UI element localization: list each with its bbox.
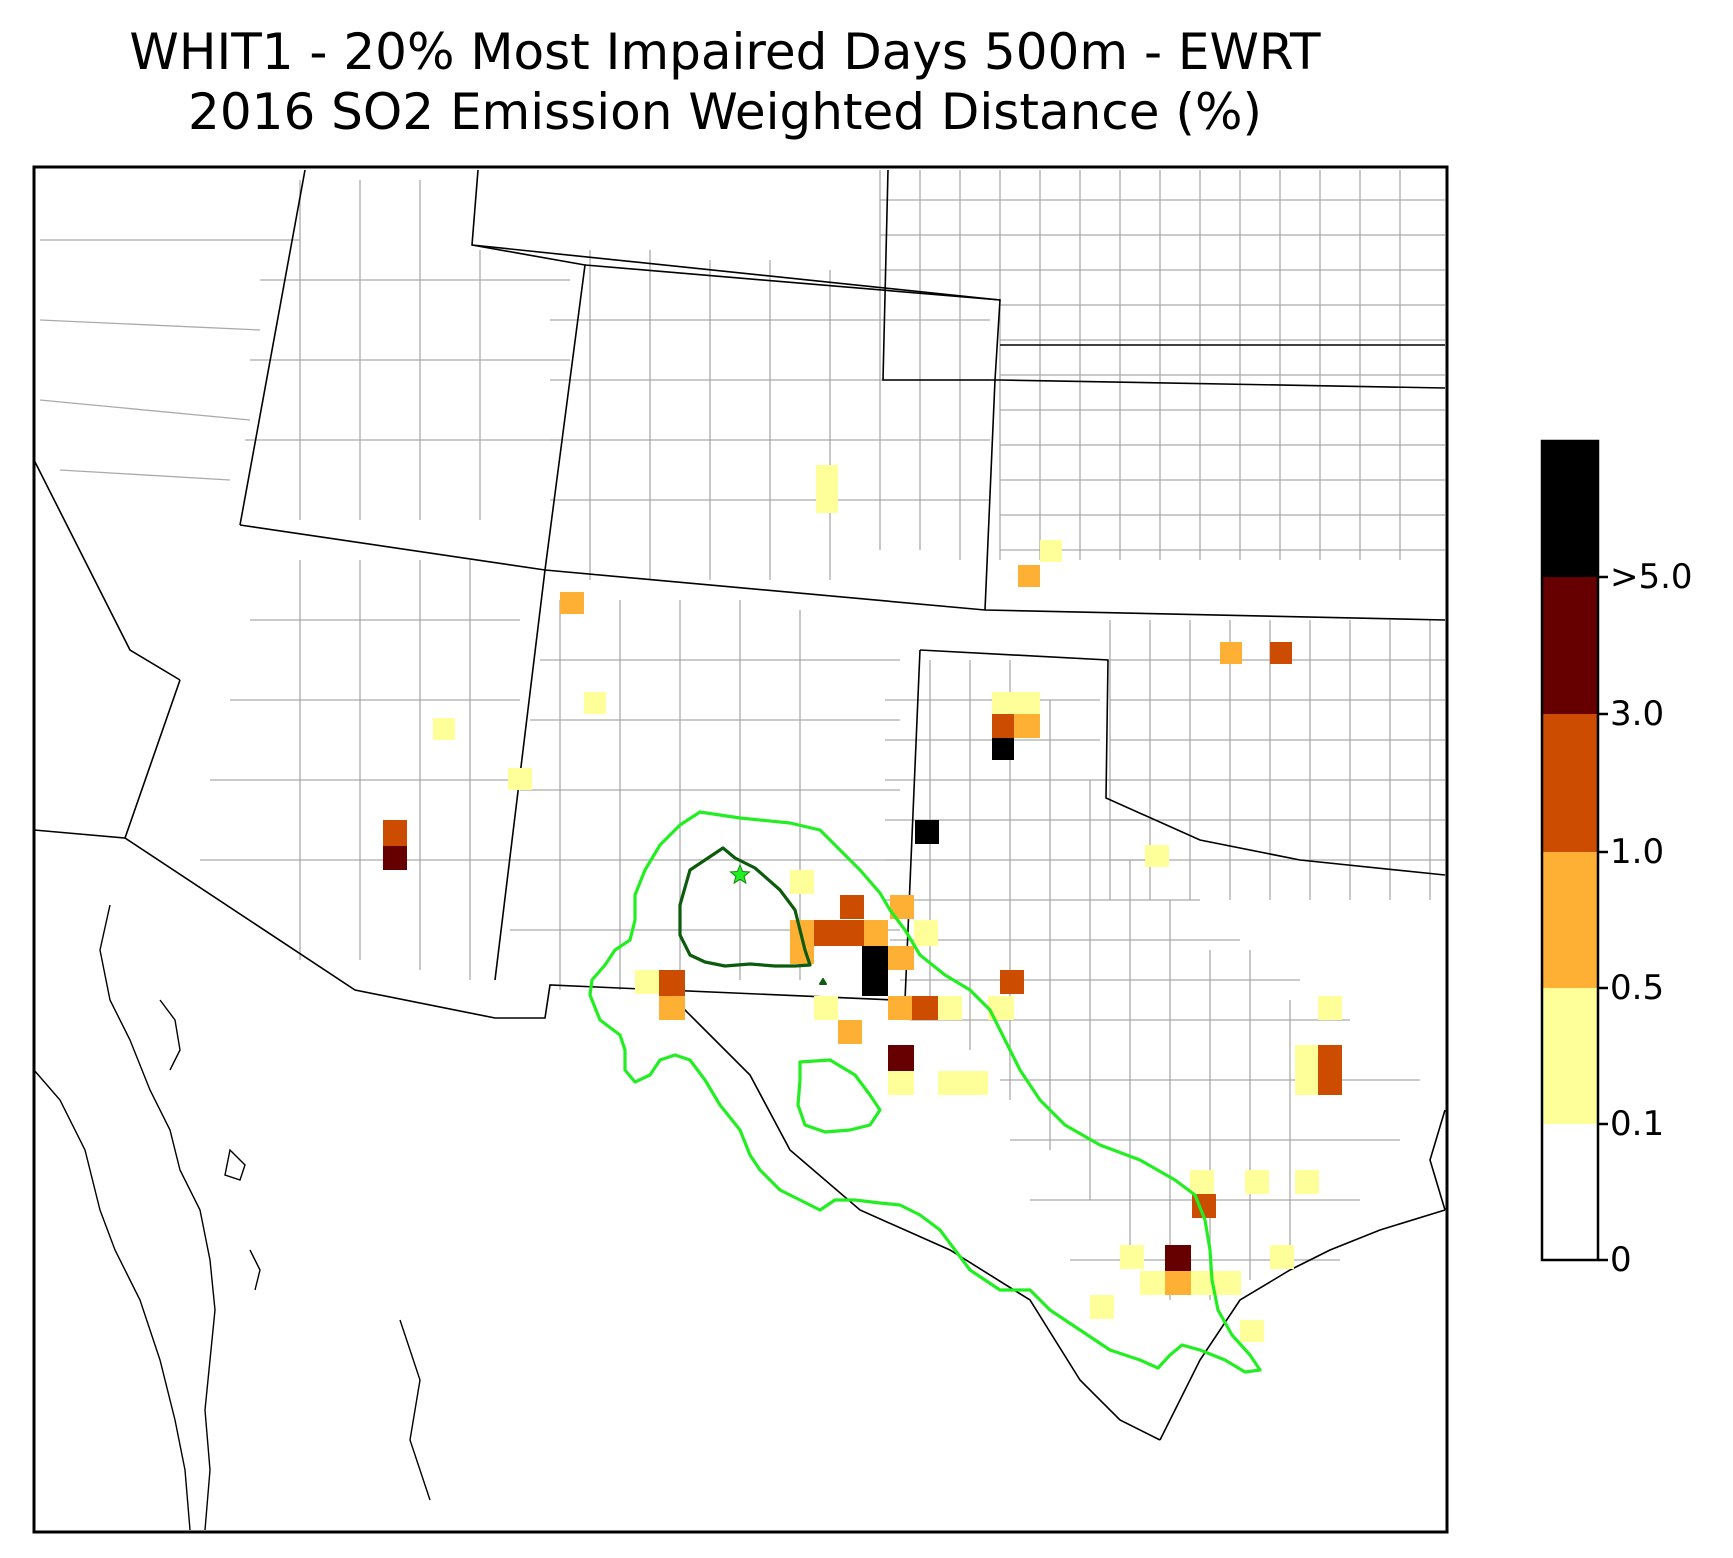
county-borders (39, 170, 1445, 1300)
emission-cells (383, 465, 1342, 1342)
chart-title: WHIT1 - 20% Most Impaired Days 500m - EW… (0, 22, 1450, 142)
title-line-2: 2016 SO2 Emission Weighted Distance (%) (188, 83, 1262, 141)
colorbar-tick-label: 3.0 (1610, 694, 1665, 734)
outer-contour-island (796, 1058, 882, 1134)
colorbar-bin-2 (1542, 852, 1598, 988)
colorbar-ticks (1598, 575, 1608, 1262)
colorbar-bin-0 (1542, 1124, 1598, 1260)
title-line-1: WHIT1 - 20% Most Impaired Days 500m - EW… (129, 23, 1321, 81)
outer-contour (588, 810, 1262, 1374)
coastline (34, 904, 431, 1531)
colorbar-bin-1 (1542, 988, 1598, 1124)
colorbar-tick-label: 1.0 (1610, 832, 1665, 872)
colorbar-bin-4 (1542, 577, 1598, 714)
colorbar-tick-label: 0.5 (1610, 968, 1665, 1008)
contours (588, 810, 1262, 1374)
inner-contour (678, 846, 812, 968)
colorbar-bin-5 (1542, 441, 1598, 577)
colorbar (1540, 439, 1608, 1262)
colorbar-frame (1540, 439, 1600, 1262)
state-borders (34, 169, 1446, 1441)
star-icon (729, 863, 751, 885)
colorbar-tick-label: 0.1 (1610, 1104, 1665, 1144)
colorbar-tick-label: >5.0 (1610, 557, 1693, 597)
colorbar-bin-3 (1542, 714, 1598, 852)
colorbar-tick-label: 0 (1610, 1240, 1632, 1280)
inner-contour-dot (819, 978, 827, 985)
map-area (34, 169, 1446, 1531)
map-frame (32, 165, 1449, 1534)
